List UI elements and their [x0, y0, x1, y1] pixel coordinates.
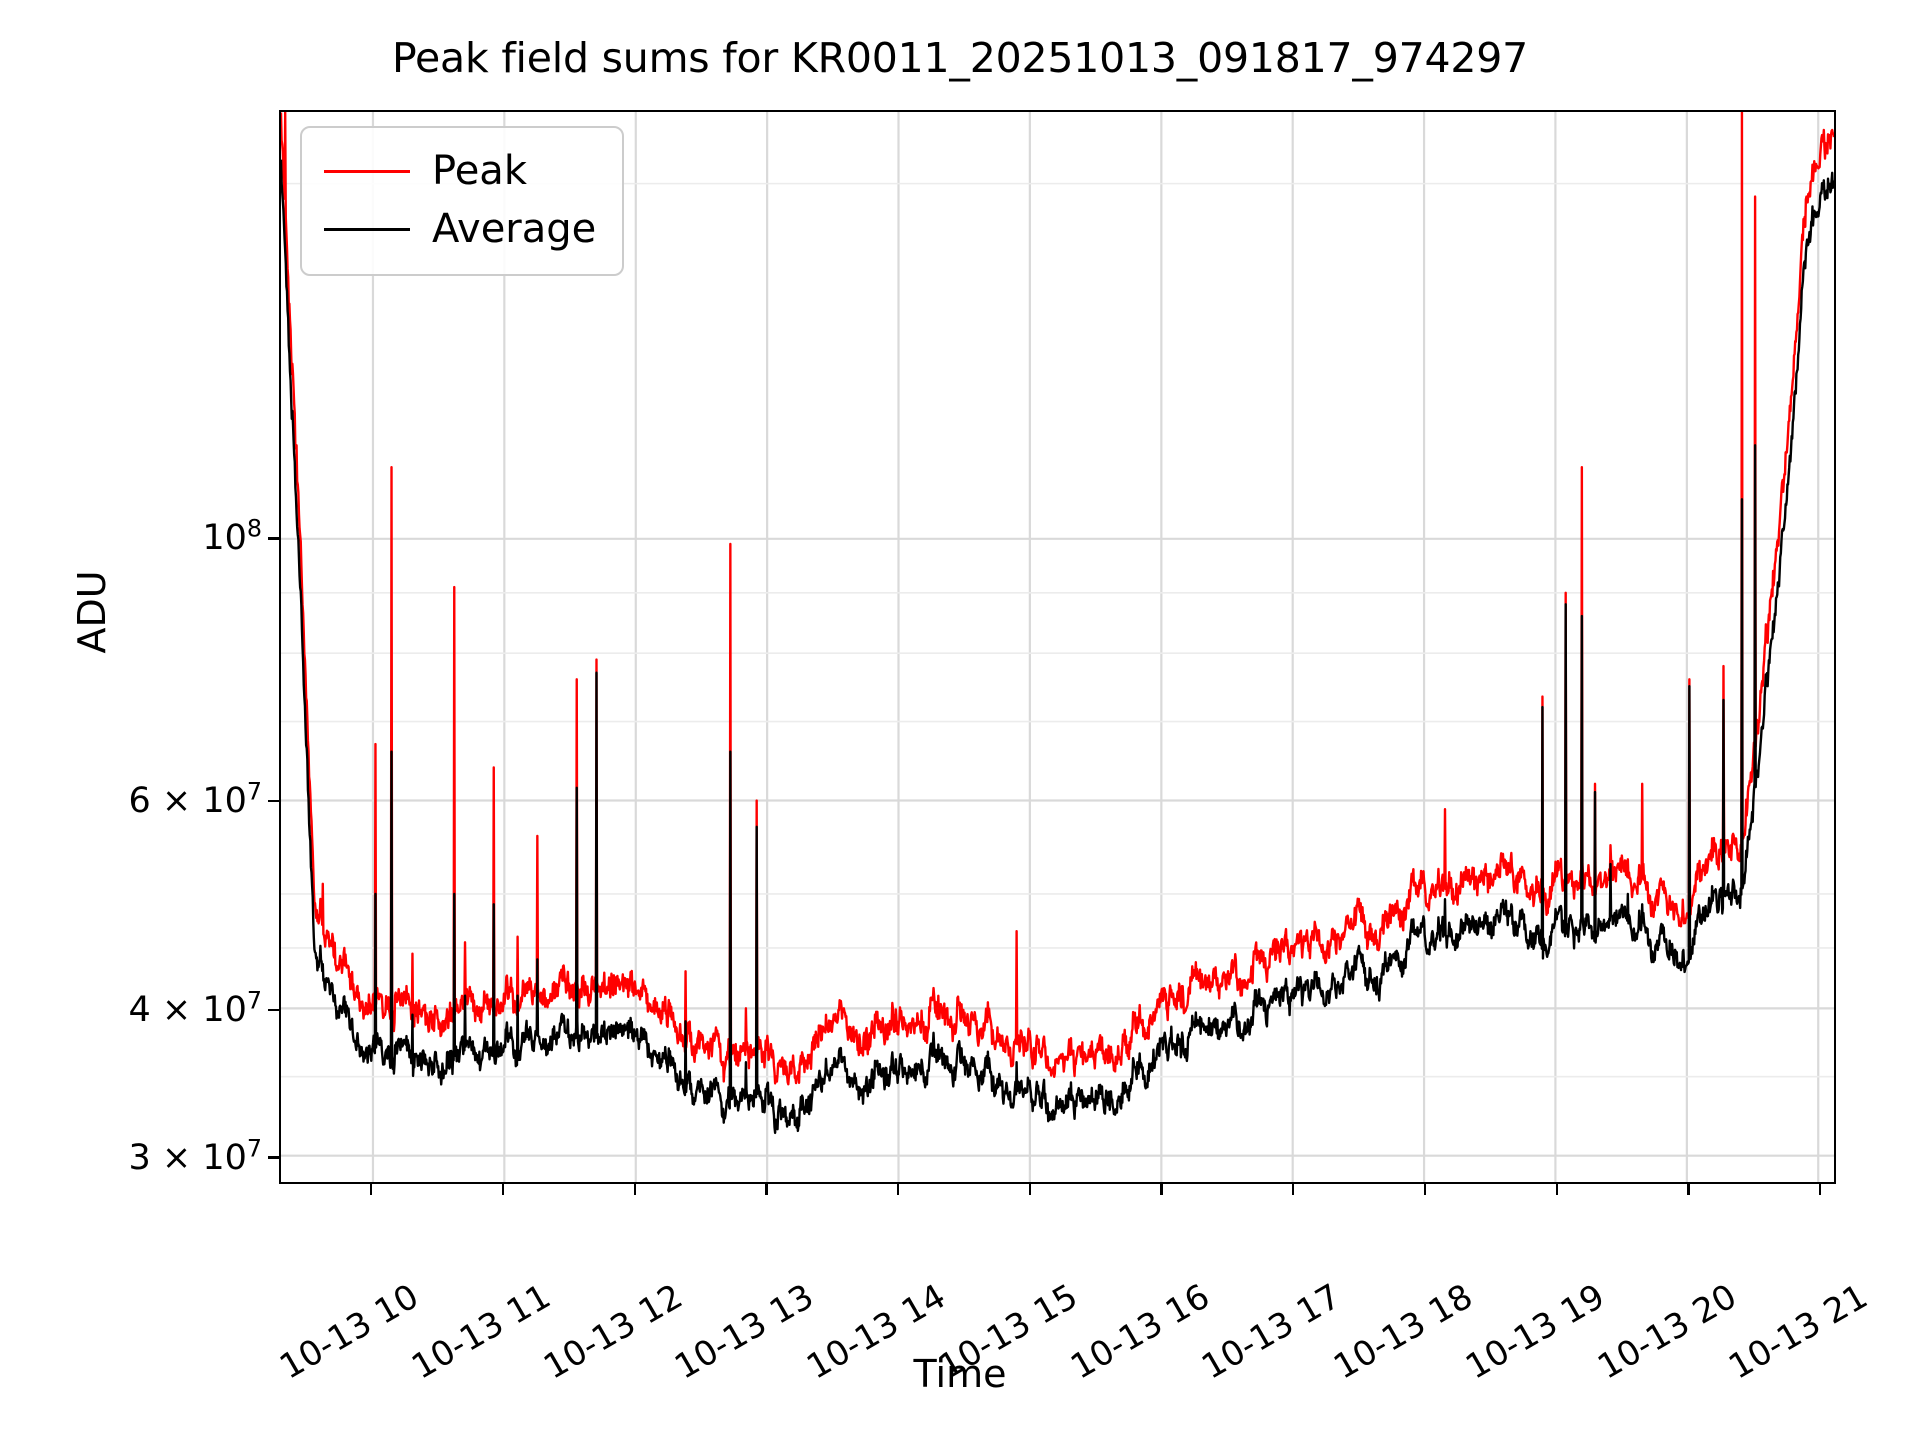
page-title: Peak field sums for KR0011_20251013_0918… — [391, 34, 1529, 82]
legend-item-average[interactable]: Average — [324, 200, 596, 258]
grid-lines — [281, 112, 1834, 1182]
y-tick-label: 4 × 107 — [128, 986, 262, 1030]
legend-swatch-average-icon — [324, 227, 410, 231]
series-average — [281, 159, 1834, 1135]
legend-label-average: Average — [432, 206, 597, 252]
x-axis-label: Time — [913, 1352, 1007, 1396]
legend-label-peak: Peak — [432, 148, 527, 194]
data-series-layer — [281, 112, 1834, 1135]
plot-area — [279, 110, 1836, 1184]
y-tick-label: 3 × 107 — [128, 1133, 262, 1178]
legend-item-peak[interactable]: Peak — [324, 142, 596, 200]
series-peak — [281, 112, 1834, 1086]
y-tick-label: 108 — [202, 514, 262, 559]
y-tick-label: 6 × 107 — [128, 777, 262, 822]
chart-legend[interactable]: Peak Average — [300, 126, 625, 276]
legend-swatch-peak-icon — [324, 169, 410, 173]
y-axis-label: ADU — [70, 570, 114, 654]
